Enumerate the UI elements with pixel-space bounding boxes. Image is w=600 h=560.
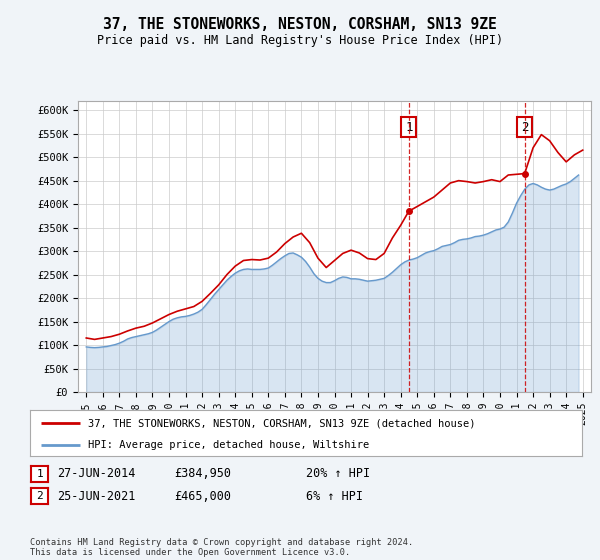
Text: 6% ↑ HPI: 6% ↑ HPI [306, 489, 363, 503]
Text: 27-JUN-2014: 27-JUN-2014 [57, 467, 136, 480]
Text: 25-JUN-2021: 25-JUN-2021 [57, 489, 136, 503]
Text: HPI: Average price, detached house, Wiltshire: HPI: Average price, detached house, Wilt… [88, 440, 369, 450]
Text: Price paid vs. HM Land Registry's House Price Index (HPI): Price paid vs. HM Land Registry's House … [97, 34, 503, 46]
Text: £384,950: £384,950 [174, 467, 231, 480]
Text: Contains HM Land Registry data © Crown copyright and database right 2024.
This d: Contains HM Land Registry data © Crown c… [30, 538, 413, 557]
Text: 2: 2 [36, 491, 43, 501]
Text: £465,000: £465,000 [174, 489, 231, 503]
Text: 2: 2 [521, 120, 529, 133]
Text: 37, THE STONEWORKS, NESTON, CORSHAM, SN13 9ZE (detached house): 37, THE STONEWORKS, NESTON, CORSHAM, SN1… [88, 418, 475, 428]
Text: 20% ↑ HPI: 20% ↑ HPI [306, 467, 370, 480]
Text: 37, THE STONEWORKS, NESTON, CORSHAM, SN13 9ZE: 37, THE STONEWORKS, NESTON, CORSHAM, SN1… [103, 17, 497, 32]
Text: 1: 1 [36, 469, 43, 479]
Text: 1: 1 [405, 120, 413, 133]
